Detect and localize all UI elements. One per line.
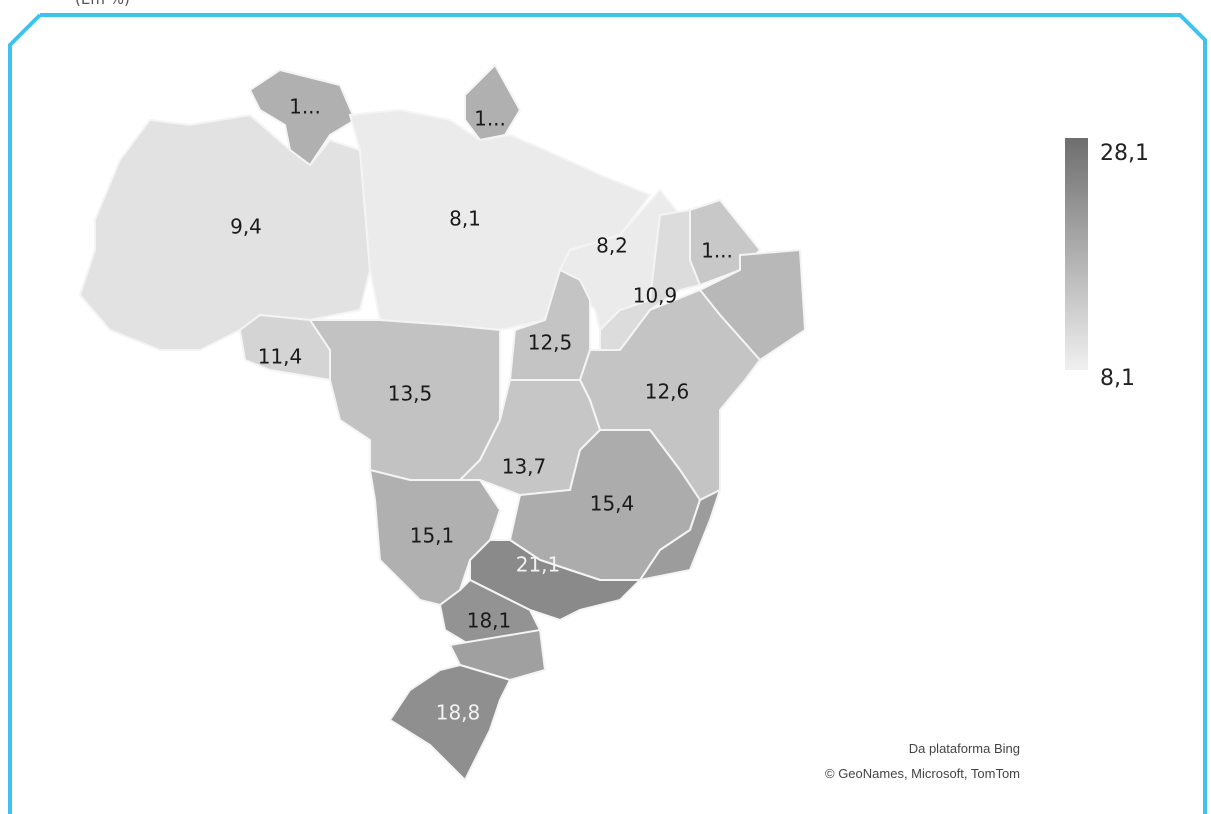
state-am: [78, 113, 372, 351]
legend: 28,1 8,1: [1065, 138, 1149, 391]
frame: [8, 13, 1207, 814]
legend-gradient: [1065, 138, 1088, 370]
attribution: Da plataforma Bing: [909, 741, 1020, 756]
state-sc: [448, 628, 547, 682]
state-label: 8,2: [596, 234, 628, 258]
legend-max: 28,1: [1100, 141, 1149, 166]
state-label: 10,9: [633, 284, 678, 308]
state-es-rj: [637, 488, 722, 582]
state-labels: 1... 1... 9,4 8,1 8,2 1... 10,9 11,4 12,…: [230, 95, 733, 725]
state-rs: [388, 663, 512, 782]
attribution: © GeoNames, Microsoft, TomTom: [825, 766, 1020, 781]
subtitle: (Em %): [75, 0, 130, 8]
state-label: 12,5: [528, 331, 573, 355]
state-label: 1...: [289, 95, 321, 119]
state-label: 1...: [701, 239, 733, 263]
state-label: 12,6: [645, 380, 690, 404]
state-label: 9,4: [230, 215, 262, 239]
state-label: 1...: [474, 107, 506, 131]
state-label: 21,1: [516, 553, 561, 577]
state-rr: [248, 68, 357, 167]
state-label: 8,1: [449, 207, 481, 231]
state-label: 15,1: [410, 524, 455, 548]
state-ms: [368, 468, 502, 607]
state-label: 15,4: [590, 492, 635, 516]
state-label: 13,5: [388, 382, 433, 406]
state-label: 18,8: [436, 701, 481, 725]
states: [78, 63, 807, 782]
state-label: 13,7: [502, 455, 547, 479]
state-label: 11,4: [258, 345, 303, 369]
state-label: 18,1: [467, 609, 512, 633]
legend-min: 8,1: [1100, 366, 1135, 391]
